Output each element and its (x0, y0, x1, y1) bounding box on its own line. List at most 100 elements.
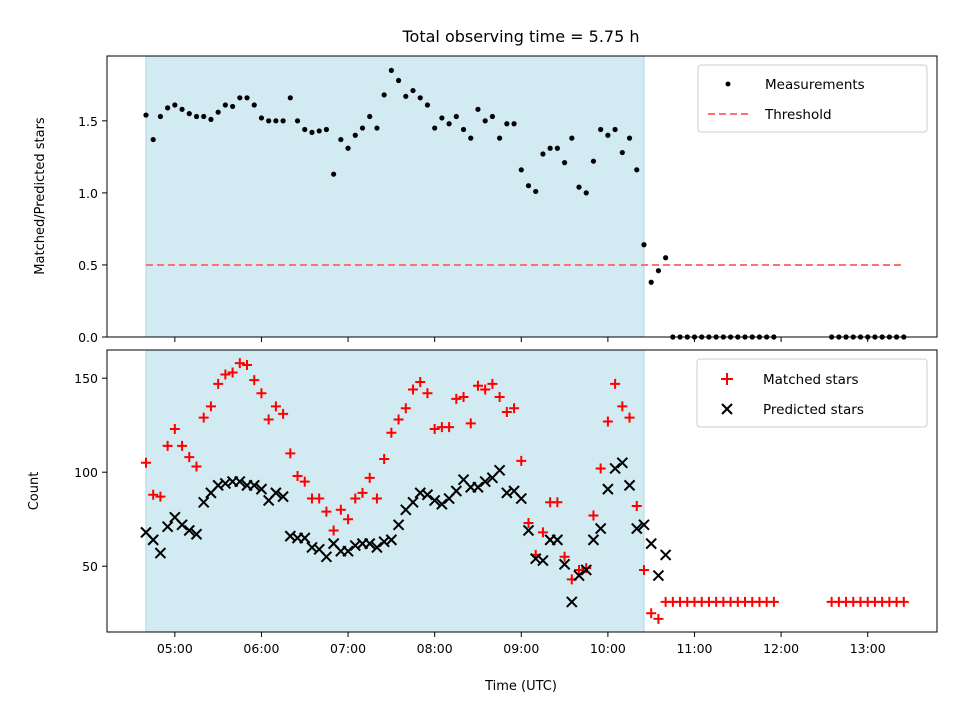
matched-star-point (408, 384, 419, 395)
matched-star-point (270, 401, 281, 412)
measurement-point (598, 126, 604, 133)
xtick-label: 12:00 (763, 641, 799, 656)
matched-star-point (162, 440, 173, 451)
matched-star-point (155, 491, 166, 502)
x-axis-label: Time (UTC) (484, 679, 557, 694)
matched-star-point (523, 517, 534, 528)
measurement-point (222, 102, 228, 108)
predicted-star-point (183, 524, 195, 537)
matched-star-point (617, 401, 628, 412)
matched-star-point (574, 564, 585, 575)
legend-marker-matched (721, 373, 733, 385)
bot-ytick-label: 150 (74, 371, 98, 386)
matched-star-point (465, 418, 476, 429)
matched-star-point (768, 596, 779, 607)
predicted-star-point (421, 489, 434, 501)
predicted-star-point (176, 519, 188, 531)
matched-star-point (184, 452, 195, 463)
measurement-point (619, 149, 625, 156)
measurement-point (179, 106, 185, 112)
legend-label-predicted: Predicted stars (763, 402, 864, 418)
predicted-star-point (450, 485, 463, 497)
measurement-point (208, 116, 214, 123)
measurement-point (193, 113, 200, 120)
matched-star-point (256, 388, 267, 399)
predicted-star-point (522, 524, 535, 537)
predicted-star-point (594, 522, 607, 535)
predicted-star-point (623, 479, 636, 492)
predicted-star-point (234, 475, 246, 488)
predicted-star-point (248, 479, 260, 492)
matched-star-point (379, 454, 390, 465)
predicted-star-point (479, 475, 491, 488)
measurement-point (468, 135, 474, 141)
matched-star-point (285, 448, 296, 459)
matched-star-point (516, 455, 527, 466)
measurement-point (583, 190, 589, 196)
matched-star-point (400, 403, 411, 414)
matched-star-point (588, 510, 599, 521)
measurement-point (424, 102, 431, 108)
top-observing-window (145, 55, 645, 338)
predicted-star-point (154, 547, 167, 559)
measurement-point (547, 145, 553, 151)
measurement-point (359, 125, 366, 131)
measurement-point (237, 95, 243, 101)
predicted-star-point (255, 483, 268, 495)
xtick-label: 08:00 (417, 641, 453, 656)
bot-ytick-label: 100 (74, 465, 98, 480)
matched-star-point (559, 551, 570, 562)
matched-star-point (371, 493, 382, 504)
predicted-star-point (277, 490, 289, 503)
matched-star-point (581, 563, 592, 574)
xtick-label: 05:00 (157, 641, 193, 656)
measurement-point (165, 105, 171, 111)
measurement-point (367, 113, 373, 120)
predicted-star-point (190, 528, 203, 540)
predicted-star-point (198, 496, 210, 508)
matched-star-point (422, 388, 433, 399)
legend-label-threshold: Threshold (764, 107, 832, 123)
top-ytick-label: 1.0 (78, 186, 98, 201)
measurement-point (612, 126, 618, 133)
measurement-point (511, 121, 517, 127)
predicted-star-point (436, 498, 448, 510)
predicted-star-point (652, 569, 665, 582)
legend-label-measurements: Measurements (765, 77, 865, 93)
matched-star-point (415, 376, 426, 387)
matched-star-point (335, 504, 346, 515)
matched-star-point (198, 412, 209, 423)
measurement-point (554, 145, 560, 151)
matched-star-point (263, 414, 274, 425)
predicted-star-point (472, 481, 484, 493)
matched-star-point (610, 378, 621, 389)
predicted-star-point (407, 496, 419, 508)
predicted-star-point (645, 537, 657, 550)
matched-star-point (350, 493, 361, 504)
measurement-point (504, 121, 510, 127)
matched-star-point (299, 476, 310, 487)
xtick-label: 11:00 (676, 641, 712, 656)
matched-star-point (429, 423, 440, 434)
predicted-star-point (299, 532, 311, 544)
measurement-point (446, 121, 452, 127)
measurement-point (143, 112, 149, 118)
matched-star-point (501, 407, 512, 418)
measurement-point (201, 113, 207, 120)
matched-star-point (487, 378, 498, 389)
measurement-point (439, 115, 445, 121)
predicted-star-point (320, 551, 333, 563)
measurement-point (663, 255, 669, 261)
measurement-point (641, 242, 647, 248)
matched-star-point (205, 401, 216, 412)
measurement-point (150, 136, 156, 143)
matched-star-point (140, 457, 151, 468)
bot-observing-window (145, 349, 645, 633)
bottom-panel: 50 100 150 05:00 06:00 07:00 08:00 09:00 10:00 1… (27, 349, 938, 694)
measurement-point (352, 132, 358, 138)
matched-star-point (242, 360, 253, 371)
matched-star-point (169, 423, 180, 434)
measurement-point (648, 279, 654, 285)
matched-star-point (278, 408, 289, 419)
predicted-star-point (342, 545, 354, 557)
